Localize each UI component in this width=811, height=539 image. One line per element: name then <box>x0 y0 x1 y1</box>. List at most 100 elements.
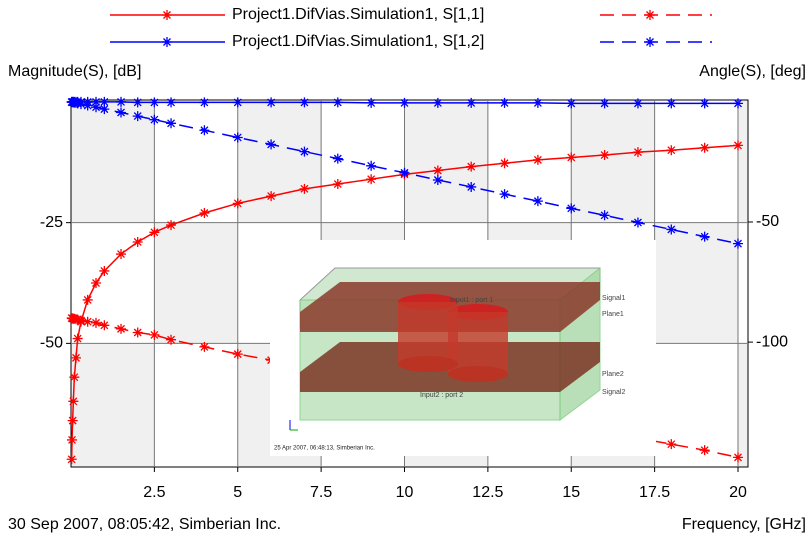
background-cell <box>71 343 154 467</box>
marker <box>566 203 576 213</box>
marker <box>500 98 510 108</box>
legend-marker <box>162 37 172 47</box>
marker <box>366 174 376 184</box>
background-cell <box>738 100 748 223</box>
marker <box>91 102 101 112</box>
marker <box>299 97 309 107</box>
marker <box>233 349 243 359</box>
marker <box>91 318 101 328</box>
legend-label: Project1.DifVias.Simulation1, S[1,2] <box>232 33 484 50</box>
marker <box>133 327 143 337</box>
x-tick-label: 10 <box>396 484 414 501</box>
marker <box>149 330 159 340</box>
marker <box>600 98 610 108</box>
marker <box>133 97 143 107</box>
marker <box>149 115 159 125</box>
background-cell <box>154 223 237 344</box>
marker <box>166 97 176 107</box>
marker <box>116 249 126 259</box>
via-bottom <box>448 366 508 382</box>
marker <box>666 98 676 108</box>
marker <box>733 239 743 249</box>
marker <box>233 198 243 208</box>
marker <box>566 98 576 108</box>
marker <box>133 237 143 247</box>
marker <box>233 132 243 142</box>
marker <box>700 98 710 108</box>
marker <box>83 295 93 305</box>
y-axis-title: Magnitude(S), [dB] <box>8 63 141 80</box>
marker <box>633 217 643 227</box>
marker <box>67 454 77 464</box>
marker <box>299 147 309 157</box>
marker <box>333 179 343 189</box>
x-tick-label: 12.5 <box>472 484 503 501</box>
marker <box>266 191 276 201</box>
x-tick-label: 20 <box>729 484 747 501</box>
x-tick-label: 17.5 <box>639 484 670 501</box>
marker <box>366 161 376 171</box>
marker <box>99 320 109 330</box>
marker <box>83 317 93 327</box>
marker <box>733 452 743 462</box>
inset-image: Signal1 Plane1 Plane2 Signal2 Input1 : p… <box>270 240 656 456</box>
marker <box>166 220 176 230</box>
x-tick-label: 7.5 <box>310 484 332 501</box>
marker <box>466 182 476 192</box>
port-label: Input1 : port 1 <box>450 297 493 304</box>
layer-label: Signal1 <box>602 295 625 302</box>
marker <box>466 98 476 108</box>
marker <box>700 445 710 455</box>
y2-tick-label: -50 <box>756 213 779 230</box>
marker <box>633 147 643 157</box>
inset-caption: 25 Apr 2007, 06:48:13, Simberian Inc. <box>274 446 375 452</box>
port-label: Input2 : port 2 <box>420 392 463 399</box>
legend-label: Project1.DifVias.Simulation1, S[1,1] <box>232 6 484 23</box>
marker <box>433 166 443 176</box>
layer-label: Plane1 <box>602 311 624 318</box>
marker <box>600 150 610 160</box>
y-tick-label: -25 <box>40 214 63 231</box>
x-tick-label: 15 <box>562 484 580 501</box>
chart: 2.557.51012.51517.520-25-50-50-100 Signa… <box>0 0 811 539</box>
marker <box>83 101 93 111</box>
y-tick-label: -50 <box>40 335 63 352</box>
background-cell <box>738 343 748 467</box>
y2-tick-label: -100 <box>756 333 788 350</box>
marker <box>299 184 309 194</box>
marker <box>149 97 159 107</box>
marker <box>91 278 101 288</box>
marker <box>166 118 176 128</box>
marker <box>700 143 710 153</box>
marker <box>333 154 343 164</box>
marker <box>366 98 376 108</box>
x-tick-label: 5 <box>233 484 242 501</box>
marker <box>76 99 86 109</box>
marker <box>71 353 81 363</box>
layer-label: Plane2 <box>602 371 624 378</box>
marker <box>266 97 276 107</box>
background-cell <box>71 100 154 223</box>
legend-marker <box>162 10 172 20</box>
marker <box>68 396 78 406</box>
marker <box>700 232 710 242</box>
marker <box>666 224 676 234</box>
marker <box>116 324 126 334</box>
marker <box>533 196 543 206</box>
background-cell <box>571 100 654 223</box>
marker <box>233 97 243 107</box>
marker <box>73 334 83 344</box>
marker <box>666 439 676 449</box>
marker <box>533 98 543 108</box>
marker <box>199 208 209 218</box>
marker <box>99 266 109 276</box>
marker <box>266 139 276 149</box>
background-cell <box>238 100 321 223</box>
layer-label: Signal2 <box>602 389 625 396</box>
marker <box>533 155 543 165</box>
marker <box>116 107 126 117</box>
marker <box>67 435 77 445</box>
marker <box>666 145 676 155</box>
marker <box>500 189 510 199</box>
marker <box>399 168 409 178</box>
